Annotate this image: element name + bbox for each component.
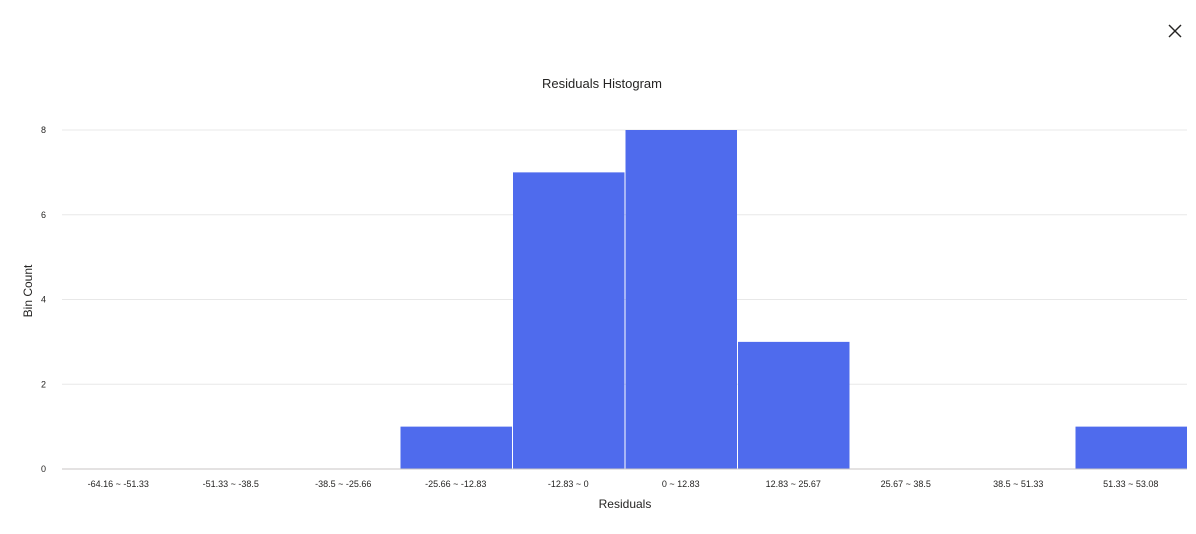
- x-tick-label: -12.83 ~ 0: [548, 479, 589, 489]
- x-tick-label: 12.83 ~ 25.67: [766, 479, 821, 489]
- histogram-bar: [738, 341, 850, 469]
- close-icon: [1168, 24, 1182, 38]
- y-tick-label: 8: [41, 125, 46, 135]
- y-tick-label: 0: [41, 464, 46, 474]
- x-tick-label: 0 ~ 12.83: [662, 479, 700, 489]
- histogram-bar: [400, 426, 512, 469]
- x-tick-label: -38.5 ~ -25.66: [315, 479, 371, 489]
- x-tick-label: 38.5 ~ 51.33: [993, 479, 1043, 489]
- x-tick-label: -51.33 ~ -38.5: [203, 479, 259, 489]
- x-tick-label: -64.16 ~ -51.33: [88, 479, 149, 489]
- y-tick-label: 4: [41, 295, 46, 305]
- histogram-bar: [513, 172, 625, 469]
- y-tick-label: 6: [41, 210, 46, 220]
- x-axis-title: Residuals: [598, 497, 652, 511]
- close-button[interactable]: [1164, 20, 1186, 42]
- x-tick-label: 51.33 ~ 53.08: [1103, 479, 1158, 489]
- x-tick-label: 25.67 ~ 38.5: [881, 479, 931, 489]
- x-tick-label: -25.66 ~ -12.83: [425, 479, 486, 489]
- chart-title: Residuals Histogram: [542, 76, 662, 91]
- y-tick-label: 2: [41, 379, 46, 389]
- histogram-bar: [625, 130, 737, 469]
- histogram-bar: [1075, 426, 1187, 469]
